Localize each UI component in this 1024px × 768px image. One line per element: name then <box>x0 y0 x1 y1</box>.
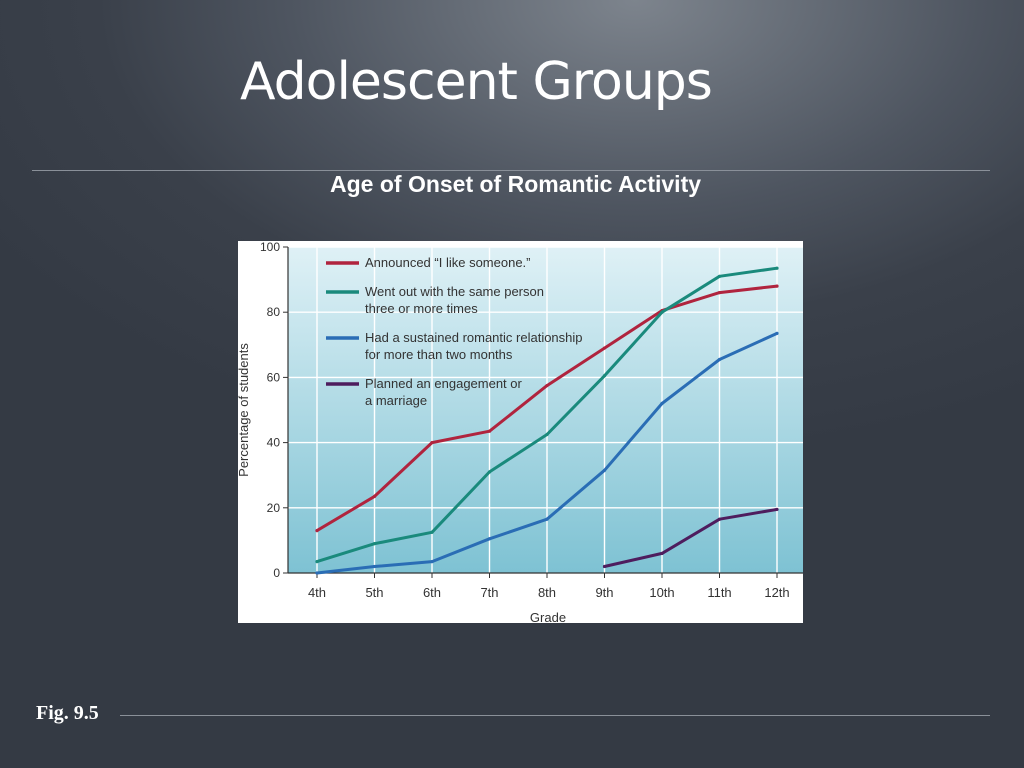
legend-label-3: Had a sustained romantic relationship <box>365 330 583 345</box>
y-tick-label: 60 <box>267 370 281 384</box>
x-tick-label: 12th <box>764 585 789 600</box>
data-point-s3 <box>775 331 779 335</box>
data-point-s3 <box>602 468 607 472</box>
data-point-s1 <box>545 383 549 388</box>
data-point-s2 <box>372 542 377 546</box>
x-tick-label: 5th <box>365 585 383 600</box>
data-point-s1 <box>372 494 377 498</box>
legend-label-1: Announced “I like someone.” <box>365 255 530 270</box>
x-tick-label: 6th <box>423 585 441 600</box>
data-point-s3 <box>315 571 319 575</box>
x-tick-label: 10th <box>649 585 674 600</box>
x-axis-label: Grade <box>530 610 566 623</box>
legend-label-4: a marriage <box>365 393 427 408</box>
legend-label-2: Went out with the same person <box>365 284 544 299</box>
series-line-4 <box>603 507 779 568</box>
data-point-s1 <box>487 429 492 433</box>
legend-label-2: three or more times <box>365 301 478 316</box>
data-point-s3 <box>372 564 377 569</box>
data-point-s3 <box>430 559 434 564</box>
data-point-s3 <box>717 357 722 362</box>
data-point-s4 <box>660 551 664 556</box>
y-tick-label: 20 <box>267 501 281 515</box>
data-point-s4 <box>602 564 607 569</box>
x-tick-label: 7th <box>480 585 498 600</box>
data-point-s3 <box>660 401 664 406</box>
legend-label-4: Planned an engagement or <box>365 376 523 391</box>
slide-title: Adolescent Groups <box>240 52 713 112</box>
data-point-s2 <box>487 470 492 474</box>
data-point-s1 <box>717 291 722 295</box>
data-point-s3 <box>545 517 549 521</box>
bottom-divider <box>120 715 990 716</box>
top-divider <box>32 170 990 171</box>
data-point-s1 <box>430 441 434 445</box>
data-point-s2 <box>602 374 607 378</box>
y-tick-label: 100 <box>260 241 280 254</box>
y-tick-label: 40 <box>267 436 281 450</box>
x-tick-label: 9th <box>595 585 613 600</box>
data-point-s3 <box>487 537 492 541</box>
data-point-s2 <box>430 530 434 534</box>
data-point-s1 <box>775 284 779 288</box>
data-point-s2 <box>545 432 549 437</box>
legend-label-3: for more than two months <box>365 347 513 362</box>
data-point-s2 <box>775 266 779 270</box>
data-point-s2 <box>660 310 664 314</box>
data-point-s2 <box>717 274 722 278</box>
x-tick-label: 4th <box>308 585 326 600</box>
data-point-s4 <box>717 517 722 521</box>
data-point-s1 <box>602 346 607 350</box>
chart-heading: Age of Onset of Romantic Activity <box>330 171 702 197</box>
x-tick-label: 8th <box>538 585 556 600</box>
data-point-s4 <box>775 507 779 512</box>
y-axis-label: Percentage of students <box>238 343 251 477</box>
y-tick-label: 0 <box>273 566 280 580</box>
figure-label: Fig. 9.5 <box>36 702 99 724</box>
data-point-s1 <box>315 529 319 533</box>
data-point-s2 <box>315 559 319 564</box>
y-tick-label: 80 <box>267 305 281 319</box>
x-tick-label: 11th <box>707 585 731 600</box>
chart-panel: 0 20 40 60 80 100 4th 5th 6th 7th 8th 9th 10th 11th 12… <box>238 241 803 623</box>
line-chart: 0 20 40 60 80 100 4th 5th 6th 7th 8th 9th 10th 11th 12… <box>238 241 803 623</box>
